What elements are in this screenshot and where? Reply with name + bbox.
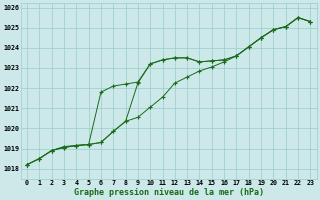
X-axis label: Graphe pression niveau de la mer (hPa): Graphe pression niveau de la mer (hPa) bbox=[74, 188, 264, 197]
